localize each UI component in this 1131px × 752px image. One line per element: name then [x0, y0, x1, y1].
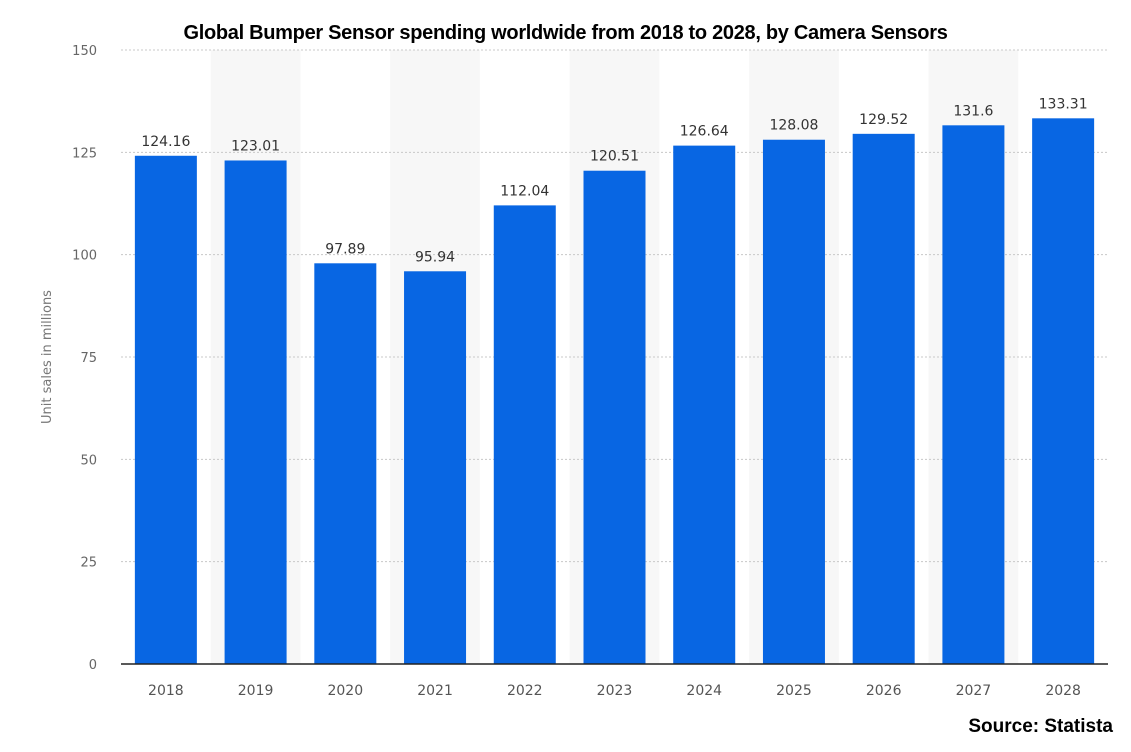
bar-2021 [404, 271, 467, 664]
x-tick-label: 2024 [686, 683, 722, 699]
data-label: 97.89 [325, 241, 365, 257]
x-tick-label: 2018 [148, 683, 184, 699]
data-label: 120.51 [590, 149, 639, 165]
y-tick-label: 125 [72, 146, 97, 161]
y-tick-label: 0 [89, 658, 97, 673]
x-tick-label: 2026 [866, 683, 902, 699]
bar-2026 [852, 133, 915, 664]
data-label: 126.64 [680, 124, 729, 140]
y-axis-label: Unit sales in millions [40, 290, 55, 424]
x-tick-label: 2023 [597, 683, 633, 699]
data-label: 124.16 [141, 134, 190, 150]
source-label: Source: Statista [968, 716, 1113, 737]
bar-2024 [673, 145, 736, 665]
y-tick-label: 25 [80, 556, 97, 571]
bar-2022 [493, 205, 556, 664]
bar-2023 [583, 170, 646, 664]
data-label: 123.01 [231, 138, 280, 154]
y-tick-label: 75 [80, 351, 97, 366]
data-label: 95.94 [415, 249, 455, 265]
bar-2020 [314, 263, 377, 664]
chart-title: Global Bumper Sensor spending worldwide … [183, 22, 948, 44]
data-label: 128.08 [769, 118, 818, 134]
data-label: 112.04 [500, 183, 549, 199]
y-tick-label: 150 [72, 44, 97, 59]
bar-2027 [942, 125, 1005, 665]
data-label: 131.6 [953, 103, 993, 119]
x-tick-label: 2025 [776, 683, 812, 699]
bar-2019 [224, 160, 287, 664]
x-tick-label: 2020 [327, 683, 363, 699]
x-tick-label: 2027 [956, 683, 992, 699]
x-tick-label: 2022 [507, 683, 543, 699]
y-tick-label: 100 [72, 249, 97, 264]
bar-2028 [1032, 118, 1095, 664]
x-tick-label: 2019 [238, 683, 274, 699]
x-tick-label: 2028 [1045, 683, 1081, 699]
y-tick-label: 50 [80, 453, 97, 468]
data-label: 129.52 [859, 112, 908, 128]
bar-2018 [134, 155, 197, 664]
bar-2025 [762, 139, 825, 665]
data-label: 133.31 [1039, 96, 1088, 112]
x-tick-label: 2021 [417, 683, 453, 699]
